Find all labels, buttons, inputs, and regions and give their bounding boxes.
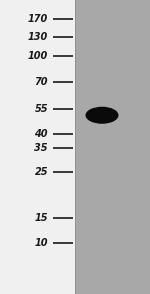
Bar	[0, 0, 75, 294]
Text: 55: 55	[34, 104, 48, 114]
Text: 25: 25	[34, 167, 48, 177]
Bar	[75, 0, 150, 294]
Text: 35: 35	[34, 143, 48, 153]
Text: 40: 40	[34, 129, 48, 139]
Text: 100: 100	[28, 51, 48, 61]
Text: 15: 15	[34, 213, 48, 223]
Text: 130: 130	[28, 32, 48, 42]
Text: 170: 170	[28, 14, 48, 24]
Text: 10: 10	[34, 238, 48, 248]
Ellipse shape	[85, 107, 118, 124]
Text: 70: 70	[34, 77, 48, 87]
